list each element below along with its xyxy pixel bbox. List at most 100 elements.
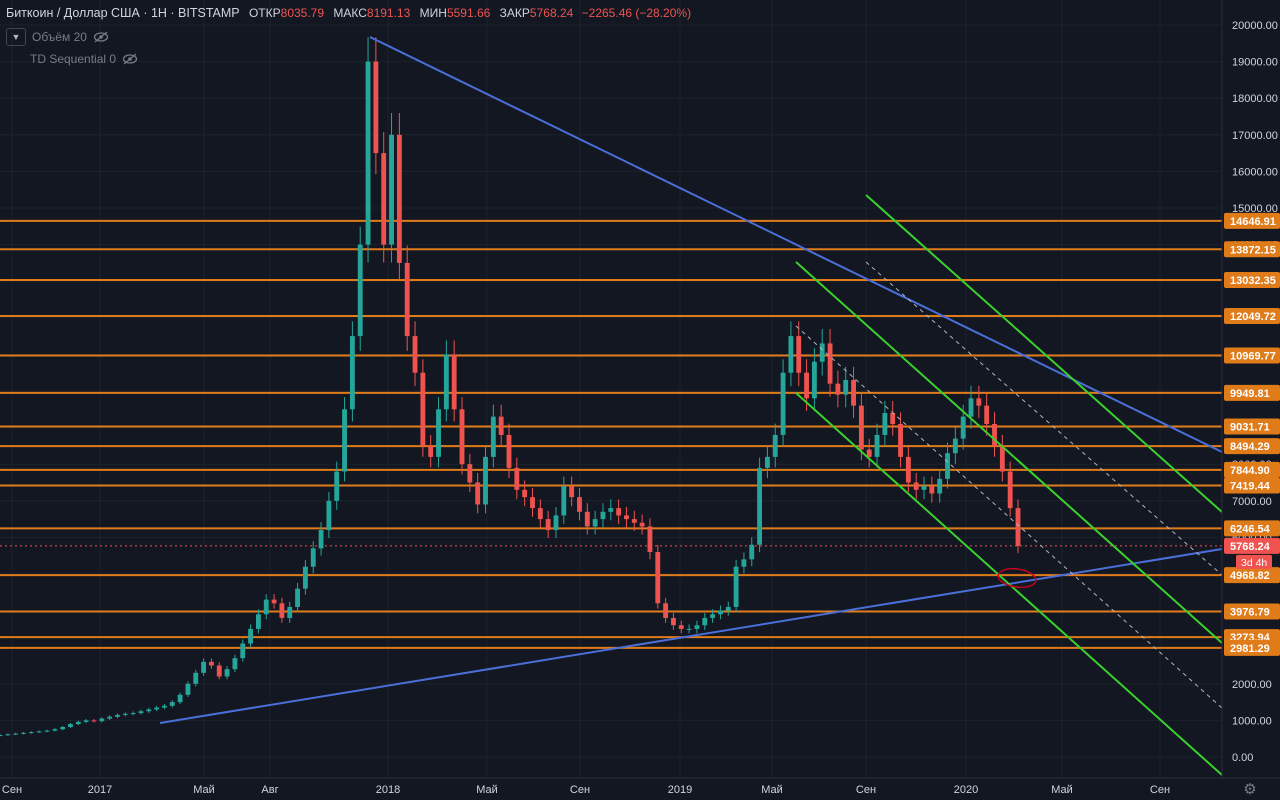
- candle-body: [616, 508, 622, 516]
- candle-body: [83, 720, 89, 722]
- candle: [287, 601, 293, 623]
- eye-crossed-icon[interactable]: [122, 53, 138, 65]
- candle-body: [663, 603, 669, 618]
- candle-body: [858, 405, 864, 450]
- candle-body: [443, 354, 449, 410]
- volume-indicator-label: Объём 20: [32, 30, 87, 44]
- candle: [999, 435, 1005, 482]
- candle-body: [984, 405, 990, 424]
- candle: [718, 605, 723, 620]
- candle: [115, 713, 120, 719]
- candlestick-series: [0, 37, 1021, 737]
- candle: [1015, 499, 1021, 554]
- candle-body: [467, 464, 473, 483]
- candle-body: [749, 544, 755, 560]
- price-level-label: 3976.79: [1230, 606, 1270, 618]
- candle: [592, 510, 598, 535]
- candle-body: [248, 628, 254, 644]
- candle: [21, 731, 26, 735]
- price-axis[interactable]: 0.001000.002000.003000.004000.005000.006…: [1221, 0, 1280, 800]
- time-tick-label: 2019: [668, 784, 692, 796]
- candle-body: [232, 658, 238, 670]
- candle: [530, 488, 535, 517]
- candle-body: [122, 713, 128, 715]
- td-sequential-indicator[interactable]: TD Sequential 0: [30, 52, 138, 66]
- candle-body: [263, 599, 269, 615]
- candle-body: [28, 732, 34, 734]
- time-tick-label: 2020: [954, 784, 978, 796]
- price-tick-label: 18000.00: [1232, 93, 1278, 105]
- settings-gear-icon[interactable]: ⚙: [1243, 781, 1256, 798]
- candle: [725, 601, 731, 616]
- price-level-label: 14646.91: [1230, 216, 1276, 228]
- dashed-guide-line: [795, 325, 1223, 709]
- candle-body: [741, 559, 747, 567]
- candle: [905, 446, 911, 493]
- candle: [28, 731, 34, 734]
- candle-body: [13, 733, 19, 735]
- time-tick-label: Май: [761, 784, 783, 796]
- candle-body: [819, 343, 825, 362]
- candle-body: [913, 482, 919, 490]
- candle-body: [874, 434, 880, 457]
- candle: [185, 681, 191, 697]
- candle: [420, 359, 426, 457]
- candle-body: [154, 707, 160, 710]
- candle: [506, 423, 512, 478]
- candle: [624, 506, 629, 528]
- candle-body: [216, 665, 222, 677]
- candle-body: [725, 606, 731, 611]
- price-level-label: 12049.72: [1230, 311, 1276, 323]
- candle-body: [177, 694, 183, 703]
- candle: [764, 446, 770, 478]
- candle: [811, 347, 817, 411]
- candle-body: [733, 566, 739, 607]
- candle-body: [788, 336, 794, 373]
- ascending-trendline: [159, 548, 1223, 724]
- price-level-tag: [1224, 347, 1280, 364]
- candle: [91, 719, 97, 723]
- candle-body: [804, 372, 809, 399]
- candle-body: [342, 409, 347, 472]
- candle: [913, 472, 919, 500]
- candle: [772, 423, 778, 468]
- candle: [310, 541, 316, 574]
- collapse-chevron-icon[interactable]: ▼: [6, 28, 26, 46]
- candle-body: [483, 456, 488, 505]
- candle: [686, 624, 692, 634]
- volume-indicator[interactable]: ▼ Объём 20: [6, 28, 109, 46]
- candle: [428, 435, 434, 468]
- candle-body: [490, 416, 496, 457]
- candle: [154, 705, 160, 712]
- candle: [60, 725, 66, 731]
- candle: [373, 37, 379, 175]
- candle: [404, 245, 410, 351]
- price-level-tag: [1224, 567, 1280, 584]
- price-level-tag: [1224, 520, 1280, 537]
- candle-body: [647, 526, 653, 553]
- time-tick-label: 2017: [88, 784, 112, 796]
- price-tick-label: 16000.00: [1232, 166, 1278, 178]
- candle: [757, 457, 763, 553]
- candle-body: [107, 716, 113, 719]
- eye-crossed-icon[interactable]: [93, 31, 109, 43]
- candle-body: [255, 614, 261, 629]
- candle: [13, 732, 19, 736]
- candle-body: [60, 726, 66, 730]
- candle-body: [91, 720, 97, 722]
- price-level-tag: [1224, 438, 1280, 455]
- candle-body: [146, 709, 152, 712]
- candle: [209, 658, 214, 669]
- price-tick-label: 2000.00: [1232, 679, 1272, 691]
- candle-body: [138, 711, 144, 714]
- candle-body: [851, 380, 856, 406]
- candle: [968, 385, 974, 429]
- candle-body: [608, 508, 614, 512]
- time-axis[interactable]: Сен 2017 Май Авг 2018 Май Сен 2019 Май Сен 2020 Май…: [0, 777, 1280, 798]
- candle-body: [937, 478, 943, 494]
- candle: [459, 397, 465, 475]
- candle-body: [671, 617, 676, 626]
- candle-body: [545, 519, 551, 531]
- candle-body: [921, 486, 927, 490]
